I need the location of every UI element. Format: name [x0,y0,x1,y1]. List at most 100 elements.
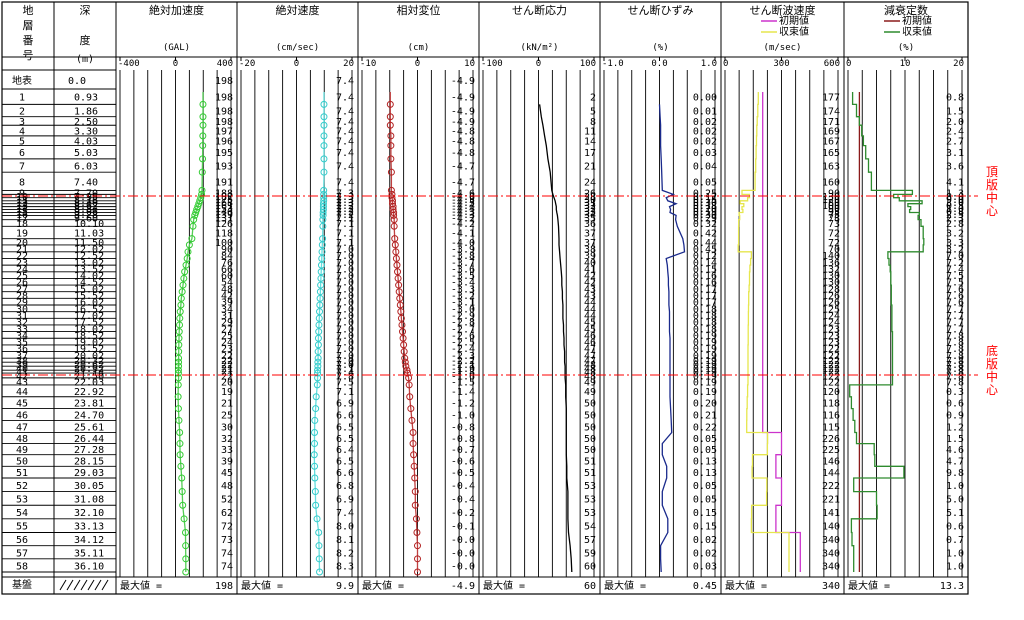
data-point [175,416,183,424]
data-label: 7.2 [336,207,354,218]
data-label: 0.8 [946,93,964,104]
data-label: 43 [584,284,596,295]
layer-depth: 2.50 [74,117,98,128]
axis-tick-label: 300 [773,59,789,69]
data-label: 2.7 [946,137,964,148]
data-point [393,261,401,269]
layer-number: 30 [16,304,28,315]
layer-number: 10 [16,192,28,203]
data-label: 53 [584,508,596,519]
data-label: -4.4 [451,204,475,215]
data-label: 53 [584,481,596,492]
data-label: -4.2 [451,214,475,225]
layer-depth: 9.60 [74,214,98,225]
data-label: 0.6 [946,399,964,410]
data-label: 7.0 [336,318,354,329]
data-label: 340 [822,561,840,572]
data-point [394,268,402,276]
data-label: 49 [584,377,596,388]
data-point [199,155,207,163]
layer-depth: 17.52 [74,318,104,329]
data-label: -2.5 [451,338,475,349]
data-point [387,168,395,176]
data-label: 7.3 [336,188,354,199]
base-hatch [59,579,67,591]
data-label: -4.8 [451,127,475,138]
data-label: 22 [221,356,233,367]
data-point [314,348,322,356]
data-label: 25 [221,331,233,342]
data-point [315,555,323,563]
data-label: 174 [822,107,840,118]
base-hatch [94,579,102,591]
data-point [398,321,406,329]
data-point [311,474,319,482]
base-hatch [80,579,88,591]
data-point [320,142,328,150]
axis-tick-label: 0 [846,59,851,69]
layer-no-header-char: 号 [23,49,34,62]
data-label: 123 [822,338,840,349]
data-label: 1.0 [946,561,964,572]
data-label: 29 [221,318,233,329]
data-point [174,381,182,389]
data-label: 7.0 [336,360,354,371]
data-label: 31 [584,198,596,209]
data-label: 49 [584,387,596,398]
layer-depth: 33.13 [74,522,104,533]
data-label: 8.2 [336,548,354,559]
center-label-char: 底 [986,343,998,358]
data-label: 73 [828,219,840,230]
data-label: 0.17 [693,291,717,302]
layer-number: 38 [16,356,28,367]
data-label: 0.17 [693,284,717,295]
data-label: 7.1 [336,364,354,375]
data-point [397,314,405,322]
data-point [403,366,411,374]
data-label: 153 [215,204,233,215]
data-label: 1.3 [946,188,964,199]
data-point [320,113,328,121]
data-label: 198 [215,107,233,118]
data-label: -1.6 [451,371,475,382]
data-label: -0.2 [451,508,475,519]
axis-tick-label: 0 [536,59,541,69]
data-label: -4.8 [451,137,475,148]
data-label: 136 [822,258,840,269]
data-label: -4.4 [451,201,475,212]
center-label-char: 中 [986,369,998,384]
data-point [386,113,394,121]
data-label: 0.15 [693,195,717,206]
data-label: 122 [822,360,840,371]
layer-number: 49 [16,445,28,456]
data-label: 7.0 [336,338,354,349]
data-label: 116 [822,411,840,422]
data-label: 7.1 [336,238,354,249]
data-point [198,190,206,198]
axis-tick-label: -400 [118,59,140,69]
data-point [183,254,191,262]
layer-depth: 29.03 [74,468,104,479]
data-label: 42 [584,271,596,282]
panel-title: 相対変位 [397,3,441,17]
data-label: 0.18 [693,304,717,315]
data-label: 160 [822,177,840,188]
panel-unit: (%) [898,43,914,53]
data-label: 21 [584,162,596,173]
data-label: 3.2 [946,228,964,239]
data-label: -0.6 [451,457,475,468]
data-label: 1.2 [946,422,964,433]
data-label: 52 [221,494,233,505]
data-point [317,268,325,276]
data-label: 7.2 [336,210,354,221]
layer-number: 54 [16,508,28,519]
data-label: 48 [584,368,596,379]
layer-depth: 35.11 [74,548,104,559]
data-label: 196 [215,137,233,148]
data-label: 7.0 [336,251,354,262]
data-point [185,241,193,249]
data-label: 0.13 [693,468,717,479]
data-point [315,314,323,322]
data-label: 175 [215,195,233,206]
